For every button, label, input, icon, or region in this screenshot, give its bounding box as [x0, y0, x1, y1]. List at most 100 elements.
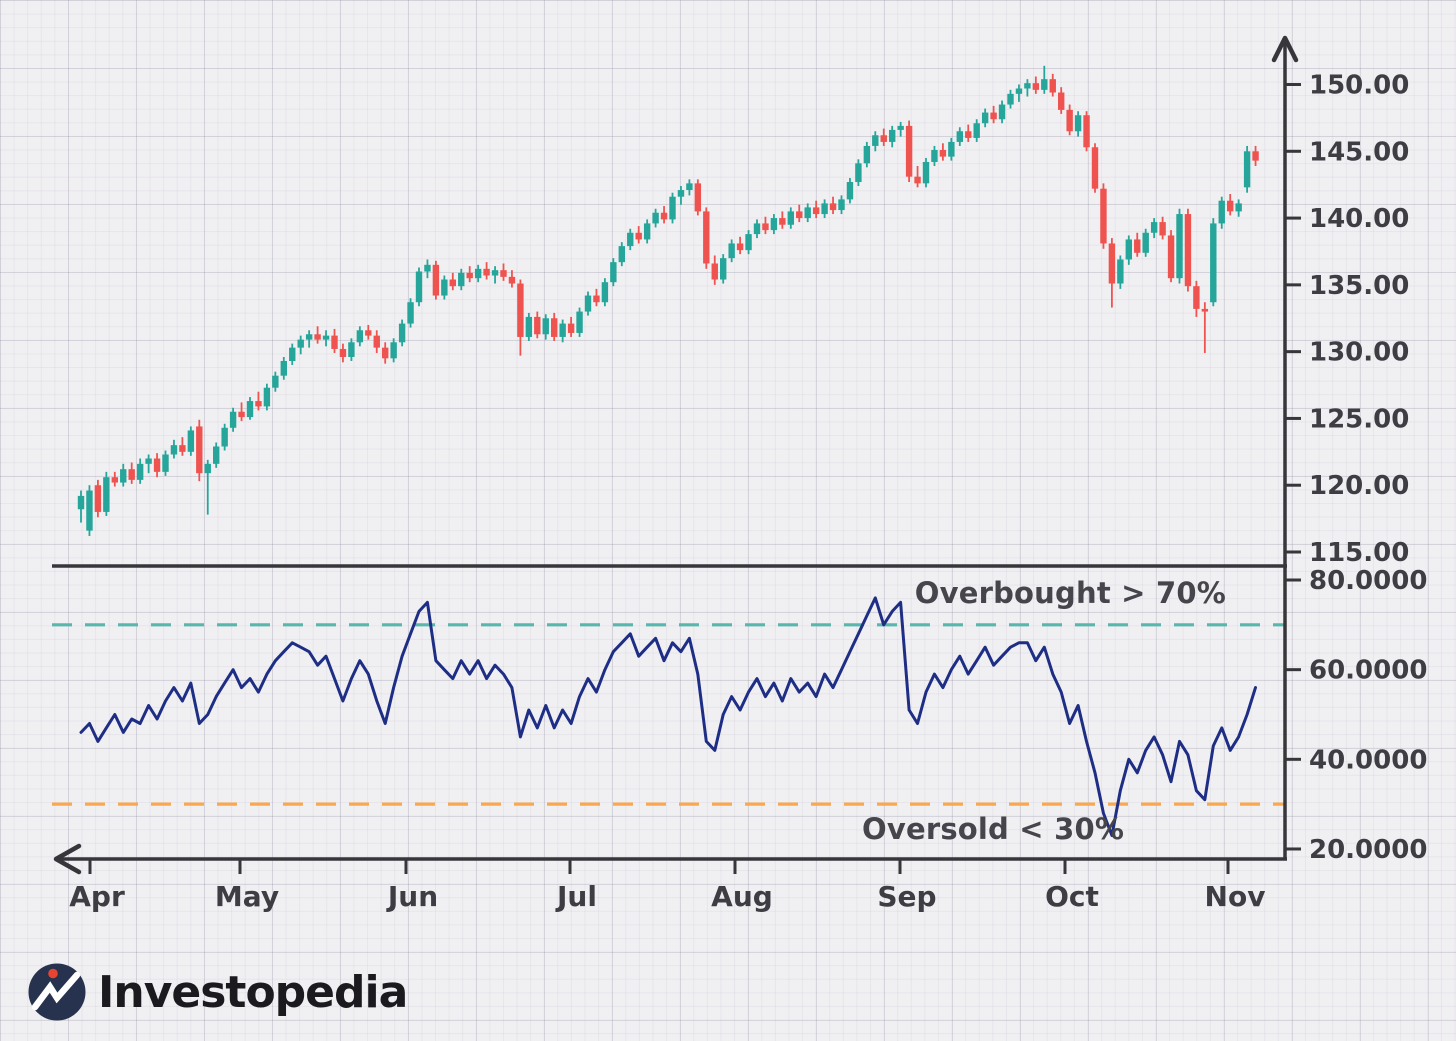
candle-body [1201, 308, 1209, 312]
candle-body [762, 223, 769, 231]
candle-body [1108, 243, 1116, 284]
candle-body [1041, 79, 1048, 90]
candle [1015, 84, 1023, 102]
candle-body [179, 445, 186, 452]
candle-body [720, 258, 727, 280]
candle-body [356, 330, 364, 343]
candle [829, 196, 837, 215]
candle [314, 326, 321, 344]
candle [720, 254, 727, 284]
candle-body [905, 125, 913, 177]
y-axis-tick-label: 60.0000 [1309, 656, 1427, 686]
candle-body [880, 135, 887, 142]
candle-body [407, 302, 414, 324]
candle [542, 314, 549, 340]
candle-body [889, 129, 896, 142]
candle [474, 264, 482, 283]
candle-body [111, 477, 118, 483]
candle-body [973, 123, 980, 138]
candle-body [998, 104, 1006, 120]
investopedia-logo-text: Investopedia [98, 967, 408, 1018]
y-axis-tick-label: 40.0000 [1309, 745, 1427, 775]
candle-body [314, 334, 321, 340]
candle-body [576, 311, 583, 333]
candle [1007, 89, 1014, 109]
candle [373, 330, 380, 353]
candle [390, 338, 397, 363]
candle [162, 450, 169, 476]
candle [939, 143, 947, 161]
investopedia-logo: Investopedia [27, 962, 408, 1024]
candle [728, 239, 735, 263]
overbought-label: Overbought > 70% [914, 576, 1226, 610]
y-axis-tick-label: 145.00 [1309, 137, 1409, 167]
candle [990, 105, 997, 124]
candle [627, 228, 634, 251]
candle [500, 263, 507, 281]
y-axis-tick-label: 80.0000 [1309, 566, 1427, 596]
candle-body [525, 316, 533, 337]
candle [821, 199, 828, 219]
candle [221, 423, 228, 451]
candle-body [922, 161, 930, 184]
candle-body [204, 463, 211, 474]
candle [965, 124, 972, 142]
y-axis: 150.00 145.00 140.00 135.00 130.00 125.00 120.… [1271, 35, 1427, 865]
candle [289, 343, 296, 366]
candle-body [542, 318, 549, 335]
candle-body [474, 268, 482, 279]
candle-body [981, 112, 989, 124]
candle-body [643, 223, 651, 240]
candle [922, 157, 930, 188]
candle-body [145, 458, 152, 464]
candle [1117, 255, 1124, 289]
candle-body [136, 463, 144, 480]
candle-body [77, 495, 85, 510]
y-axis-arrow-icon [1271, 35, 1299, 63]
candle-body [1243, 151, 1251, 188]
candle [812, 200, 820, 219]
candle [1243, 145, 1251, 193]
candle-body [593, 295, 600, 303]
candle [1108, 238, 1116, 308]
candle-body [1142, 232, 1149, 253]
candle-body [863, 145, 871, 164]
candle-body [382, 347, 389, 359]
candle [601, 278, 609, 307]
candle-body [263, 387, 271, 407]
candle [838, 195, 845, 215]
candle [305, 330, 313, 348]
candle [559, 319, 566, 343]
candle [889, 125, 896, 148]
candle-body [1184, 214, 1192, 287]
candle-body [812, 207, 820, 215]
candle-body [153, 458, 161, 472]
candle [567, 316, 575, 337]
candle [703, 207, 710, 269]
candle [1083, 111, 1090, 152]
candle [652, 208, 659, 228]
candle [914, 165, 921, 188]
candle-body [635, 232, 642, 240]
candle [255, 391, 262, 411]
candle-body [829, 203, 837, 211]
candle [1235, 199, 1242, 217]
candle-body [1227, 200, 1234, 212]
candle [1024, 79, 1031, 97]
y-axis-tick-label: 115.00 [1309, 538, 1409, 568]
candle-body [500, 270, 507, 277]
candle [179, 437, 186, 456]
candle-body [432, 264, 440, 296]
candle-body [990, 112, 997, 120]
candle-body [551, 318, 558, 337]
candle [905, 120, 913, 183]
candle-body [1066, 109, 1073, 132]
candle-body [618, 246, 625, 263]
candle [660, 206, 668, 224]
candle [525, 312, 533, 341]
candle [508, 270, 516, 288]
x-axis-arrow-icon [53, 843, 82, 875]
candle [348, 338, 355, 361]
candle-body [939, 149, 947, 157]
candle-body [1058, 92, 1065, 110]
